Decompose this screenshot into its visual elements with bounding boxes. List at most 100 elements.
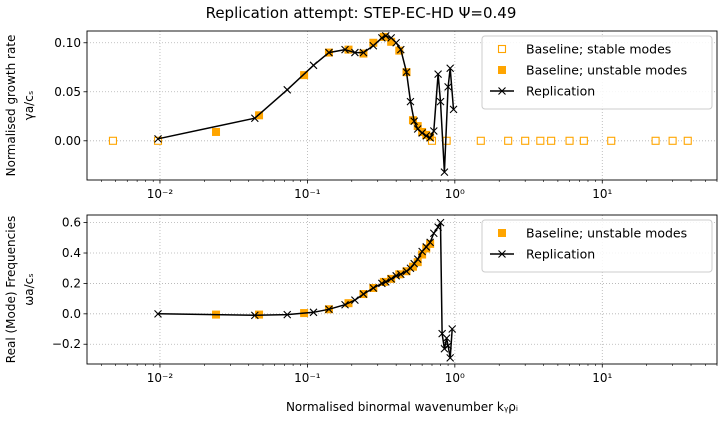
baseline-unstable-point xyxy=(413,122,422,131)
replication-point xyxy=(283,310,292,319)
baseline-stable-point xyxy=(476,136,485,145)
replication-point xyxy=(325,305,333,314)
baseline-stable-point xyxy=(442,136,451,145)
replication-point xyxy=(440,168,449,177)
replication-point xyxy=(351,48,359,57)
replication-point xyxy=(422,131,431,140)
replication-point xyxy=(436,218,445,227)
legend-filled-swatch xyxy=(498,229,506,237)
replication-point xyxy=(309,61,318,70)
replication-point xyxy=(446,354,455,362)
replication-point xyxy=(406,97,415,106)
replication-point xyxy=(410,117,419,126)
legend-label: Replication xyxy=(526,84,595,99)
replication-point xyxy=(434,223,442,232)
replication-point xyxy=(418,129,427,137)
y-axis-label: Real (Mode) Frequencies xyxy=(4,216,18,363)
baseline-stable-point xyxy=(651,136,660,145)
legend-x-swatch xyxy=(498,250,506,258)
x-tick-label: 10⁰ xyxy=(445,187,465,201)
replication-point xyxy=(426,238,435,247)
replication-point xyxy=(377,33,386,42)
replication-point xyxy=(283,85,292,94)
legend-x-swatch xyxy=(498,87,506,95)
baseline-unstable-point xyxy=(413,258,422,267)
replication-point xyxy=(341,300,349,309)
legend-label: Replication xyxy=(526,247,595,262)
x-tick-label: 10¹ xyxy=(592,371,612,385)
baseline-unstable-point xyxy=(422,244,431,253)
y-axis-label: Normalised growth rate xyxy=(4,35,18,177)
baseline-stable-point xyxy=(504,136,513,145)
x-axis-label: Normalised binormal wavenumber kᵧρᵢ xyxy=(286,400,518,414)
baseline-stable-point xyxy=(607,136,616,145)
replication-point xyxy=(436,97,445,106)
baseline-stable-point xyxy=(153,136,163,145)
axes-frame xyxy=(86,214,718,365)
replication-point xyxy=(369,284,378,292)
replication-point xyxy=(250,114,259,123)
baseline-unstable-point xyxy=(387,37,396,46)
y-tick-label: 0.6 xyxy=(62,216,81,230)
replication-point xyxy=(325,48,333,57)
replication-point xyxy=(406,264,415,273)
replication-point xyxy=(381,278,390,286)
replication-point xyxy=(351,296,359,305)
replication-point xyxy=(429,127,438,135)
y-tick-label: 0.0 xyxy=(62,307,81,321)
baseline-unstable-point xyxy=(369,38,378,47)
x-tick-label: 10⁻² xyxy=(147,187,174,201)
x-tick-label: 10⁻¹ xyxy=(294,371,321,385)
replication-point xyxy=(387,274,396,283)
replication-point xyxy=(309,308,318,317)
replication-point xyxy=(444,341,452,350)
x-tick-label: 10⁻¹ xyxy=(294,187,321,201)
legend-label: Baseline; unstable modes xyxy=(526,63,687,78)
replication-point xyxy=(359,48,368,57)
replication-point xyxy=(448,325,457,333)
x-tick-label: 10⁻² xyxy=(147,371,174,385)
replication-point xyxy=(154,309,162,318)
y-tick-label: 0.2 xyxy=(62,276,81,290)
baseline-stable-point xyxy=(536,136,545,145)
replication-point xyxy=(449,105,458,114)
baseline-stable-point xyxy=(668,136,677,145)
replication-point xyxy=(381,32,390,40)
y-tick-label: 0.05 xyxy=(54,85,81,99)
baseline-unstable-point xyxy=(418,250,427,259)
baseline-unstable-point xyxy=(426,239,435,248)
baseline-stable-point xyxy=(547,136,556,145)
legend-box xyxy=(481,219,713,273)
replication-point xyxy=(426,133,435,142)
replication-point xyxy=(410,259,419,268)
y-axis-unit-label: γa/cₛ xyxy=(22,91,36,121)
replication-point xyxy=(369,41,378,50)
replication-point xyxy=(396,270,405,279)
baseline-unstable-point xyxy=(408,262,417,271)
replication-line xyxy=(157,35,455,173)
baseline-unstable-point xyxy=(344,45,353,54)
legend-box xyxy=(481,35,713,110)
y-tick-label: 0.00 xyxy=(54,134,81,148)
x-tick-label: 10¹ xyxy=(592,187,612,201)
frequency-panel: 10⁻² 10⁻¹ 10⁰ 10¹ −0.2 0.0 0.2 0.4 0.6 Real (Mode… xyxy=(4,214,718,414)
baseline-stable-point xyxy=(565,136,574,145)
growth-rate-panel: 10⁻² 10⁻¹ 10⁰ 10¹ 0.00 0.05 0.10 Normalised gro… xyxy=(4,30,718,201)
legend-label: Baseline; unstable modes xyxy=(526,226,687,241)
legend-filled-swatch xyxy=(498,66,506,74)
replication-point xyxy=(434,70,442,79)
replication-point xyxy=(402,267,411,276)
replication-point xyxy=(392,271,401,280)
replication-point xyxy=(413,255,422,263)
x-tick-label: 10⁰ xyxy=(445,371,465,385)
y-tick-label: 0.10 xyxy=(54,36,81,50)
figure-title: Replication attempt: STEP-EC-HD Ψ=0.49 xyxy=(206,4,517,22)
baseline-unstable-point xyxy=(212,127,221,136)
baseline-stable-point xyxy=(579,136,588,145)
replication-point xyxy=(250,311,259,320)
replication-point xyxy=(429,229,438,238)
replication-point xyxy=(359,290,368,298)
baseline-stable-point xyxy=(521,136,530,145)
legend-label: Baseline; stable modes xyxy=(526,42,671,57)
baseline-unstable-point xyxy=(300,71,309,80)
